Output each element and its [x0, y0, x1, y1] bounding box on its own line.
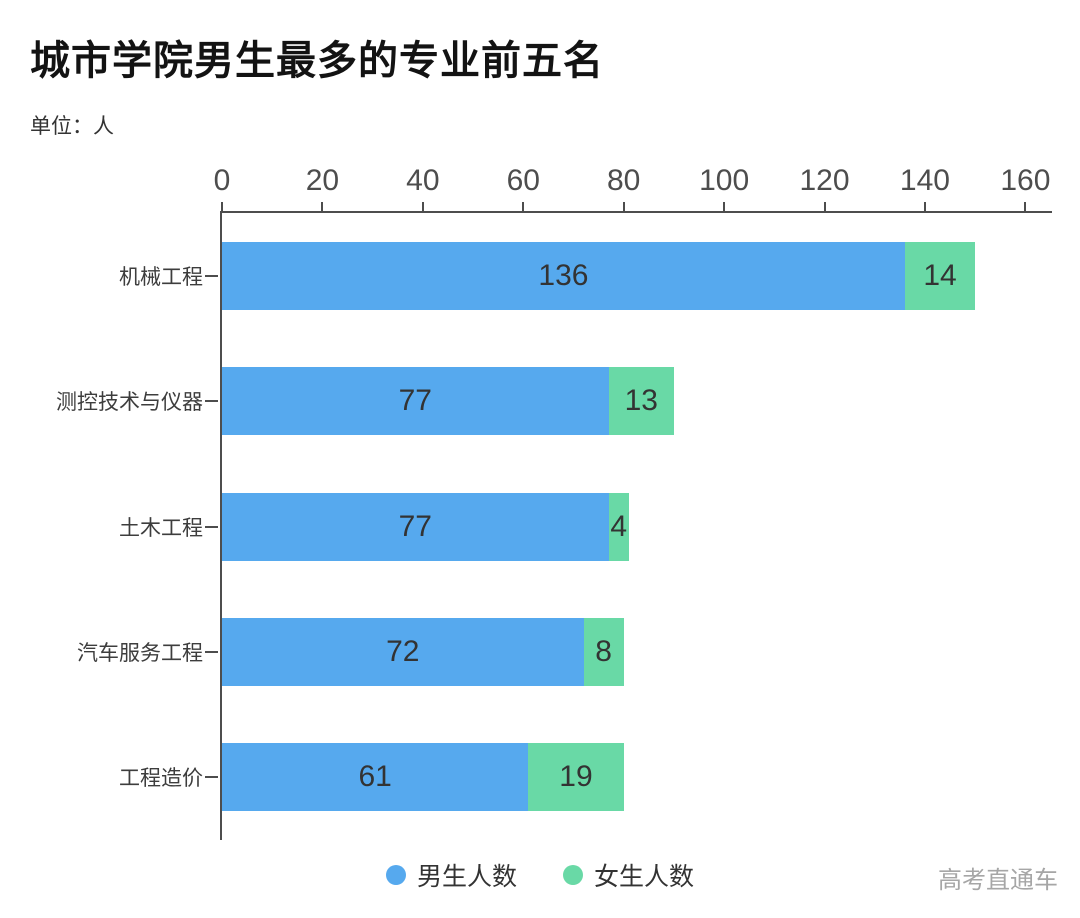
category-label: 工程造价	[119, 767, 203, 791]
bar-value-label: 77	[398, 384, 432, 418]
bar-row: 工程造价 61 19	[119, 743, 1052, 812]
x-tick-label: 60	[506, 164, 540, 197]
x-tick-label: 160	[1000, 164, 1051, 197]
category-label: 土木工程	[119, 516, 203, 540]
bar-value-label: 14	[923, 258, 957, 292]
plot-area: 0 20 40 60 80 100 120 140 160 机械工程 136 14 测控技术与仪器 77…	[56, 165, 1052, 840]
x-tick-label: 80	[607, 164, 641, 197]
x-tick-label: 120	[799, 164, 850, 197]
bar-value-label: 4	[610, 509, 627, 543]
x-tick-mark	[723, 202, 726, 211]
x-tick-label: 0	[213, 164, 231, 197]
x-tick-label: 20	[305, 164, 340, 197]
category-tick-mark	[205, 274, 218, 277]
bar-segment-female: 4	[608, 492, 629, 561]
bar-row: 土木工程 77 4	[119, 492, 1052, 561]
category-tick-mark	[205, 525, 218, 528]
bar-segment-female: 14	[904, 241, 976, 310]
bar-value-label: 13	[624, 384, 658, 418]
bar-value-label: 61	[358, 760, 392, 794]
category-tick-mark	[205, 400, 218, 403]
category-label: 测控技术与仪器	[56, 391, 203, 415]
legend-item-male: 男生人数	[385, 857, 517, 893]
bar-segment-male: 72	[222, 617, 584, 686]
bar-row: 测控技术与仪器 77 13	[56, 367, 1052, 436]
bar-segment-female: 13	[608, 367, 674, 436]
x-tick-mark	[923, 202, 926, 211]
x-tick-mark	[823, 202, 826, 211]
legend-label: 女生人数	[594, 863, 695, 891]
x-tick-label: 140	[899, 164, 950, 197]
x-tick-mark	[221, 202, 223, 211]
x-tick-mark	[622, 202, 625, 211]
x-tick-mark	[1024, 202, 1027, 211]
category-label: 汽车服务工程	[77, 641, 203, 665]
bar-row: 汽车服务工程 72 8	[77, 617, 1052, 686]
x-tick-mark	[421, 202, 424, 211]
x-tick-label: 100	[699, 164, 750, 197]
bar-row: 机械工程 136 14	[119, 241, 1052, 310]
unit-label: 单位：人	[30, 115, 114, 138]
bar-segment-male: 77	[222, 492, 609, 561]
x-tick-mark	[522, 202, 525, 211]
legend-item-female: 女生人数	[563, 857, 694, 893]
x-tick-mark	[321, 202, 324, 211]
legend-swatch-female	[563, 865, 583, 885]
category-label: 机械工程	[119, 265, 203, 289]
legend-label: 男生人数	[416, 863, 517, 891]
bar-value-label: 72	[386, 634, 420, 668]
bar-value-label: 19	[559, 760, 593, 794]
bar-value-label: 136	[538, 258, 589, 292]
x-axis-line	[222, 211, 1052, 213]
bar-segment-female: 8	[583, 617, 624, 686]
page-title: 城市学院男生最多的专业前五名	[30, 39, 604, 83]
legend-swatch-male	[385, 865, 406, 885]
bar-value-label: 8	[595, 634, 612, 668]
watermark: 高考直通车	[938, 867, 1058, 894]
bar-segment-female: 19	[528, 743, 624, 812]
category-tick-mark	[205, 650, 218, 653]
legend: 男生人数 女生人数	[0, 858, 1080, 892]
x-tick-label: 40	[406, 164, 440, 197]
category-tick-mark	[205, 776, 218, 779]
bar-segment-male: 136	[222, 241, 905, 310]
bar-value-label: 77	[398, 509, 432, 543]
bar-segment-male: 77	[222, 367, 609, 436]
y-axis-line	[220, 211, 222, 840]
bar-segment-male: 61	[222, 743, 529, 812]
